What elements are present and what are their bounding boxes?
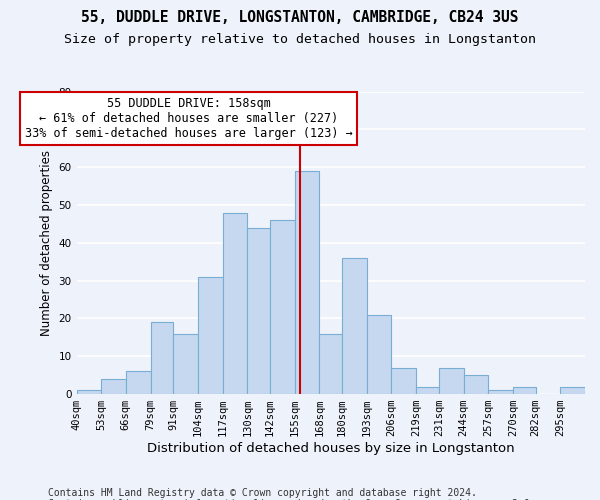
Bar: [126, 372, 151, 394]
Bar: [439, 368, 464, 394]
Bar: [319, 334, 342, 394]
X-axis label: Distribution of detached houses by size in Longstanton: Distribution of detached houses by size …: [147, 442, 515, 455]
Bar: [342, 258, 367, 394]
Bar: [151, 322, 173, 394]
Bar: [513, 386, 536, 394]
Bar: [295, 171, 319, 394]
Bar: [198, 277, 223, 394]
Bar: [173, 334, 198, 394]
Text: Contains HM Land Registry data © Crown copyright and database right 2024.: Contains HM Land Registry data © Crown c…: [48, 488, 477, 498]
Bar: [391, 368, 416, 394]
Bar: [223, 212, 247, 394]
Bar: [416, 386, 439, 394]
Bar: [464, 375, 488, 394]
Bar: [488, 390, 513, 394]
Bar: [247, 228, 270, 394]
Bar: [560, 386, 585, 394]
Text: 55, DUDDLE DRIVE, LONGSTANTON, CAMBRIDGE, CB24 3US: 55, DUDDLE DRIVE, LONGSTANTON, CAMBRIDGE…: [81, 10, 519, 25]
Text: Size of property relative to detached houses in Longstanton: Size of property relative to detached ho…: [64, 32, 536, 46]
Bar: [270, 220, 295, 394]
Text: 55 DUDDLE DRIVE: 158sqm
← 61% of detached houses are smaller (227)
33% of semi-d: 55 DUDDLE DRIVE: 158sqm ← 61% of detache…: [25, 97, 352, 140]
Text: Contains public sector information licensed under the Open Government Licence v3: Contains public sector information licen…: [48, 499, 536, 500]
Y-axis label: Number of detached properties: Number of detached properties: [40, 150, 53, 336]
Bar: [101, 379, 126, 394]
Bar: [77, 390, 101, 394]
Bar: [367, 314, 391, 394]
